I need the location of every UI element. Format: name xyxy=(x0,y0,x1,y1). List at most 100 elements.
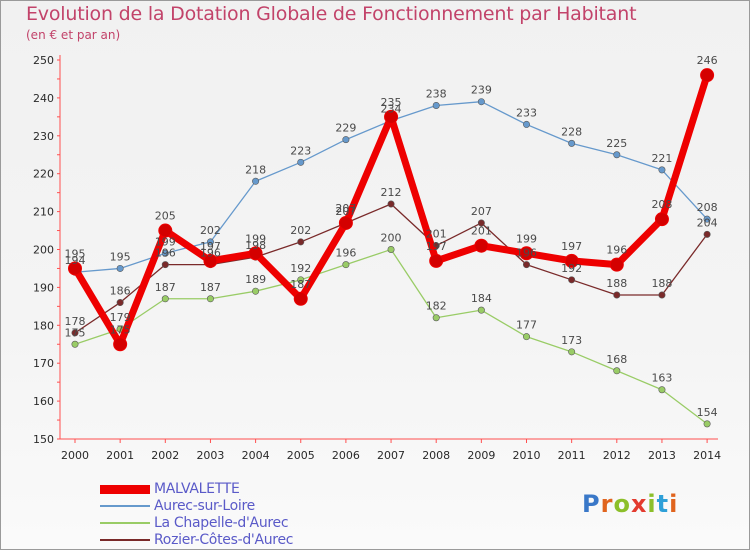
y-tick-label: 200 xyxy=(33,244,54,257)
x-tick-label: 2009 xyxy=(467,449,495,462)
data-label-malvalette: 235 xyxy=(381,96,402,109)
data-label-rozier-cotes-d-aurec: 201 xyxy=(426,228,447,241)
x-tick-label: 2008 xyxy=(422,449,450,462)
data-label-la-chapelle-d-aurec: 179 xyxy=(110,311,131,324)
data-point-malvalette xyxy=(519,246,534,261)
data-point-malvalette xyxy=(338,215,353,230)
data-point-malvalette xyxy=(384,109,399,124)
data-point-malvalette xyxy=(564,253,579,268)
data-point-la-chapelle-d-aurec xyxy=(206,295,214,303)
data-label-malvalette: 205 xyxy=(155,210,176,223)
data-label-aurec-sur-loire: 202 xyxy=(200,224,221,237)
legend-swatch xyxy=(100,522,150,524)
y-tick-label: 150 xyxy=(33,433,54,446)
data-label-la-chapelle-d-aurec: 182 xyxy=(426,300,447,313)
data-label-rozier-cotes-d-aurec: 196 xyxy=(155,247,176,260)
data-label-malvalette: 195 xyxy=(65,247,86,260)
y-tick-label: 180 xyxy=(33,319,54,332)
data-label-aurec-sur-loire: 229 xyxy=(335,122,356,135)
data-point-la-chapelle-d-aurec xyxy=(387,246,395,254)
data-point-rozier-cotes-d-aurec xyxy=(161,261,169,269)
data-point-aurec-sur-loire xyxy=(297,158,305,166)
y-tick-label: 250 xyxy=(33,54,54,67)
data-point-malvalette xyxy=(293,291,308,306)
data-point-rozier-cotes-d-aurec xyxy=(703,230,711,238)
data-label-aurec-sur-loire: 199 xyxy=(155,235,176,248)
data-point-la-chapelle-d-aurec xyxy=(658,386,666,394)
data-label-la-chapelle-d-aurec: 192 xyxy=(290,262,311,275)
data-label-la-chapelle-d-aurec: 187 xyxy=(155,281,176,294)
data-point-rozier-cotes-d-aurec xyxy=(522,261,530,269)
data-point-malvalette xyxy=(700,68,715,83)
data-label-rozier-cotes-d-aurec: 188 xyxy=(651,277,672,290)
data-point-la-chapelle-d-aurec xyxy=(522,333,530,341)
data-point-aurec-sur-loire xyxy=(116,264,124,272)
data-label-rozier-cotes-d-aurec: 196 xyxy=(200,247,221,260)
data-label-rozier-cotes-d-aurec: 212 xyxy=(381,186,402,199)
data-point-malvalette xyxy=(158,223,173,238)
data-label-la-chapelle-d-aurec: 173 xyxy=(561,334,582,347)
data-point-malvalette xyxy=(248,246,263,261)
data-point-rozier-cotes-d-aurec xyxy=(658,291,666,299)
x-tick-label: 2014 xyxy=(693,449,721,462)
data-label-aurec-sur-loire: 238 xyxy=(426,87,447,100)
x-tick-label: 2006 xyxy=(332,449,360,462)
data-point-rozier-cotes-d-aurec xyxy=(477,219,485,227)
data-label-malvalette: 175 xyxy=(110,323,131,336)
data-point-la-chapelle-d-aurec xyxy=(613,367,621,375)
data-point-aurec-sur-loire xyxy=(658,166,666,174)
x-tick-label: 2012 xyxy=(603,449,631,462)
data-point-rozier-cotes-d-aurec xyxy=(568,276,576,284)
data-label-la-chapelle-d-aurec: 168 xyxy=(606,353,627,366)
data-point-malvalette xyxy=(609,257,624,272)
data-label-la-chapelle-d-aurec: 200 xyxy=(381,232,402,245)
y-tick-label: 160 xyxy=(33,395,54,408)
legend-swatch xyxy=(100,505,150,507)
data-label-la-chapelle-d-aurec: 187 xyxy=(200,281,221,294)
data-label-rozier-cotes-d-aurec: 188 xyxy=(606,277,627,290)
y-tick-label: 230 xyxy=(33,130,54,143)
data-label-la-chapelle-d-aurec: 154 xyxy=(697,406,718,419)
data-point-malvalette xyxy=(654,212,669,227)
data-label-rozier-cotes-d-aurec: 207 xyxy=(335,205,356,218)
proxiti-logo: Proxiti xyxy=(582,490,679,518)
data-label-la-chapelle-d-aurec: 175 xyxy=(65,326,86,339)
data-point-la-chapelle-d-aurec xyxy=(477,306,485,314)
x-tick-label: 2013 xyxy=(648,449,676,462)
x-tick-label: 2001 xyxy=(106,449,134,462)
data-label-malvalette: 197 xyxy=(426,240,447,253)
legend-label: MALVALETTE xyxy=(154,481,240,497)
data-label-malvalette: 199 xyxy=(245,232,266,245)
x-tick-label: 2000 xyxy=(61,449,89,462)
data-label-aurec-sur-loire: 221 xyxy=(651,152,672,165)
data-point-aurec-sur-loire xyxy=(477,98,485,106)
series-line-la-chapelle-d-aurec xyxy=(74,248,708,425)
data-point-la-chapelle-d-aurec xyxy=(252,287,260,295)
chart-title: Evolution de la Dotation Globale de Fonc… xyxy=(26,3,637,25)
data-point-rozier-cotes-d-aurec xyxy=(387,200,395,208)
data-point-aurec-sur-loire xyxy=(432,101,440,109)
data-label-aurec-sur-loire: 208 xyxy=(697,201,718,214)
data-label-aurec-sur-loire: 223 xyxy=(290,144,311,157)
x-tick-label: 2002 xyxy=(151,449,179,462)
data-point-la-chapelle-d-aurec xyxy=(71,340,79,348)
data-label-la-chapelle-d-aurec: 196 xyxy=(335,247,356,260)
data-point-aurec-sur-loire xyxy=(522,120,530,128)
data-point-rozier-cotes-d-aurec xyxy=(613,291,621,299)
legend-label: Aurec-sur-Loire xyxy=(154,498,255,514)
data-point-rozier-cotes-d-aurec xyxy=(71,329,79,337)
data-label-la-chapelle-d-aurec: 177 xyxy=(516,319,537,332)
data-label-la-chapelle-d-aurec: 189 xyxy=(245,273,266,286)
data-label-malvalette: 207 xyxy=(335,202,356,215)
data-point-aurec-sur-loire xyxy=(568,139,576,147)
y-axis-ticks: 150 160 170 180 190 200 210 220 230 240 250 xyxy=(33,54,60,446)
data-point-malvalette xyxy=(113,337,128,352)
x-axis-ticks: 2000 2001 2002 2003 2004 2005 2006 2007 2008 2009… xyxy=(61,439,721,462)
data-label-malvalette: 246 xyxy=(697,54,718,67)
data-label-rozier-cotes-d-aurec: 202 xyxy=(290,224,311,237)
data-label-malvalette: 201 xyxy=(471,225,492,238)
data-point-aurec-sur-loire xyxy=(252,177,260,185)
data-label-aurec-sur-loire: 225 xyxy=(606,137,627,150)
data-point-aurec-sur-loire xyxy=(703,215,711,223)
